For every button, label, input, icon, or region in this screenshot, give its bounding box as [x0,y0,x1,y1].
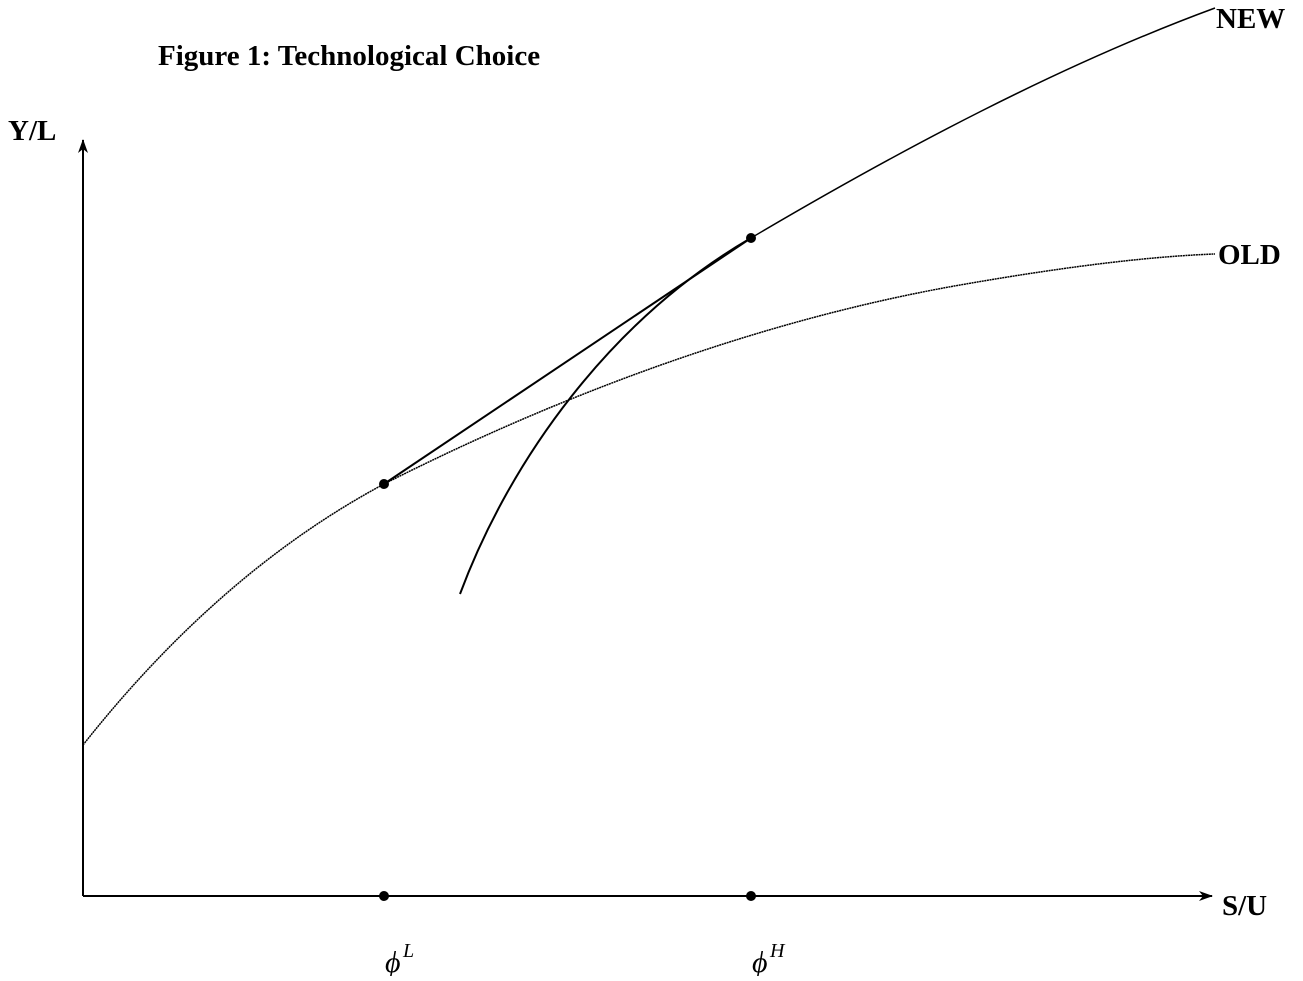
point-superscript: H [769,940,786,962]
old-curve [82,253,1216,746]
axis-point [379,891,389,901]
new-curve-lower [459,237,752,595]
point-superscript: L [402,940,414,962]
new-curve-upper [750,7,1216,239]
tangent-point [379,479,389,489]
point-symbol: ϕ [752,946,768,976]
tangent-point [746,233,756,243]
x-axis-label: S/U [1222,890,1267,922]
tangent-line [383,237,752,485]
title: Figure 1: Technological Choice [158,40,540,72]
curve-label: OLD [1218,239,1281,271]
axis-point [746,891,756,901]
curve-label: NEW [1216,3,1285,35]
point-symbol: ϕ [385,946,401,976]
y-axis-label: Y/L [8,115,56,147]
